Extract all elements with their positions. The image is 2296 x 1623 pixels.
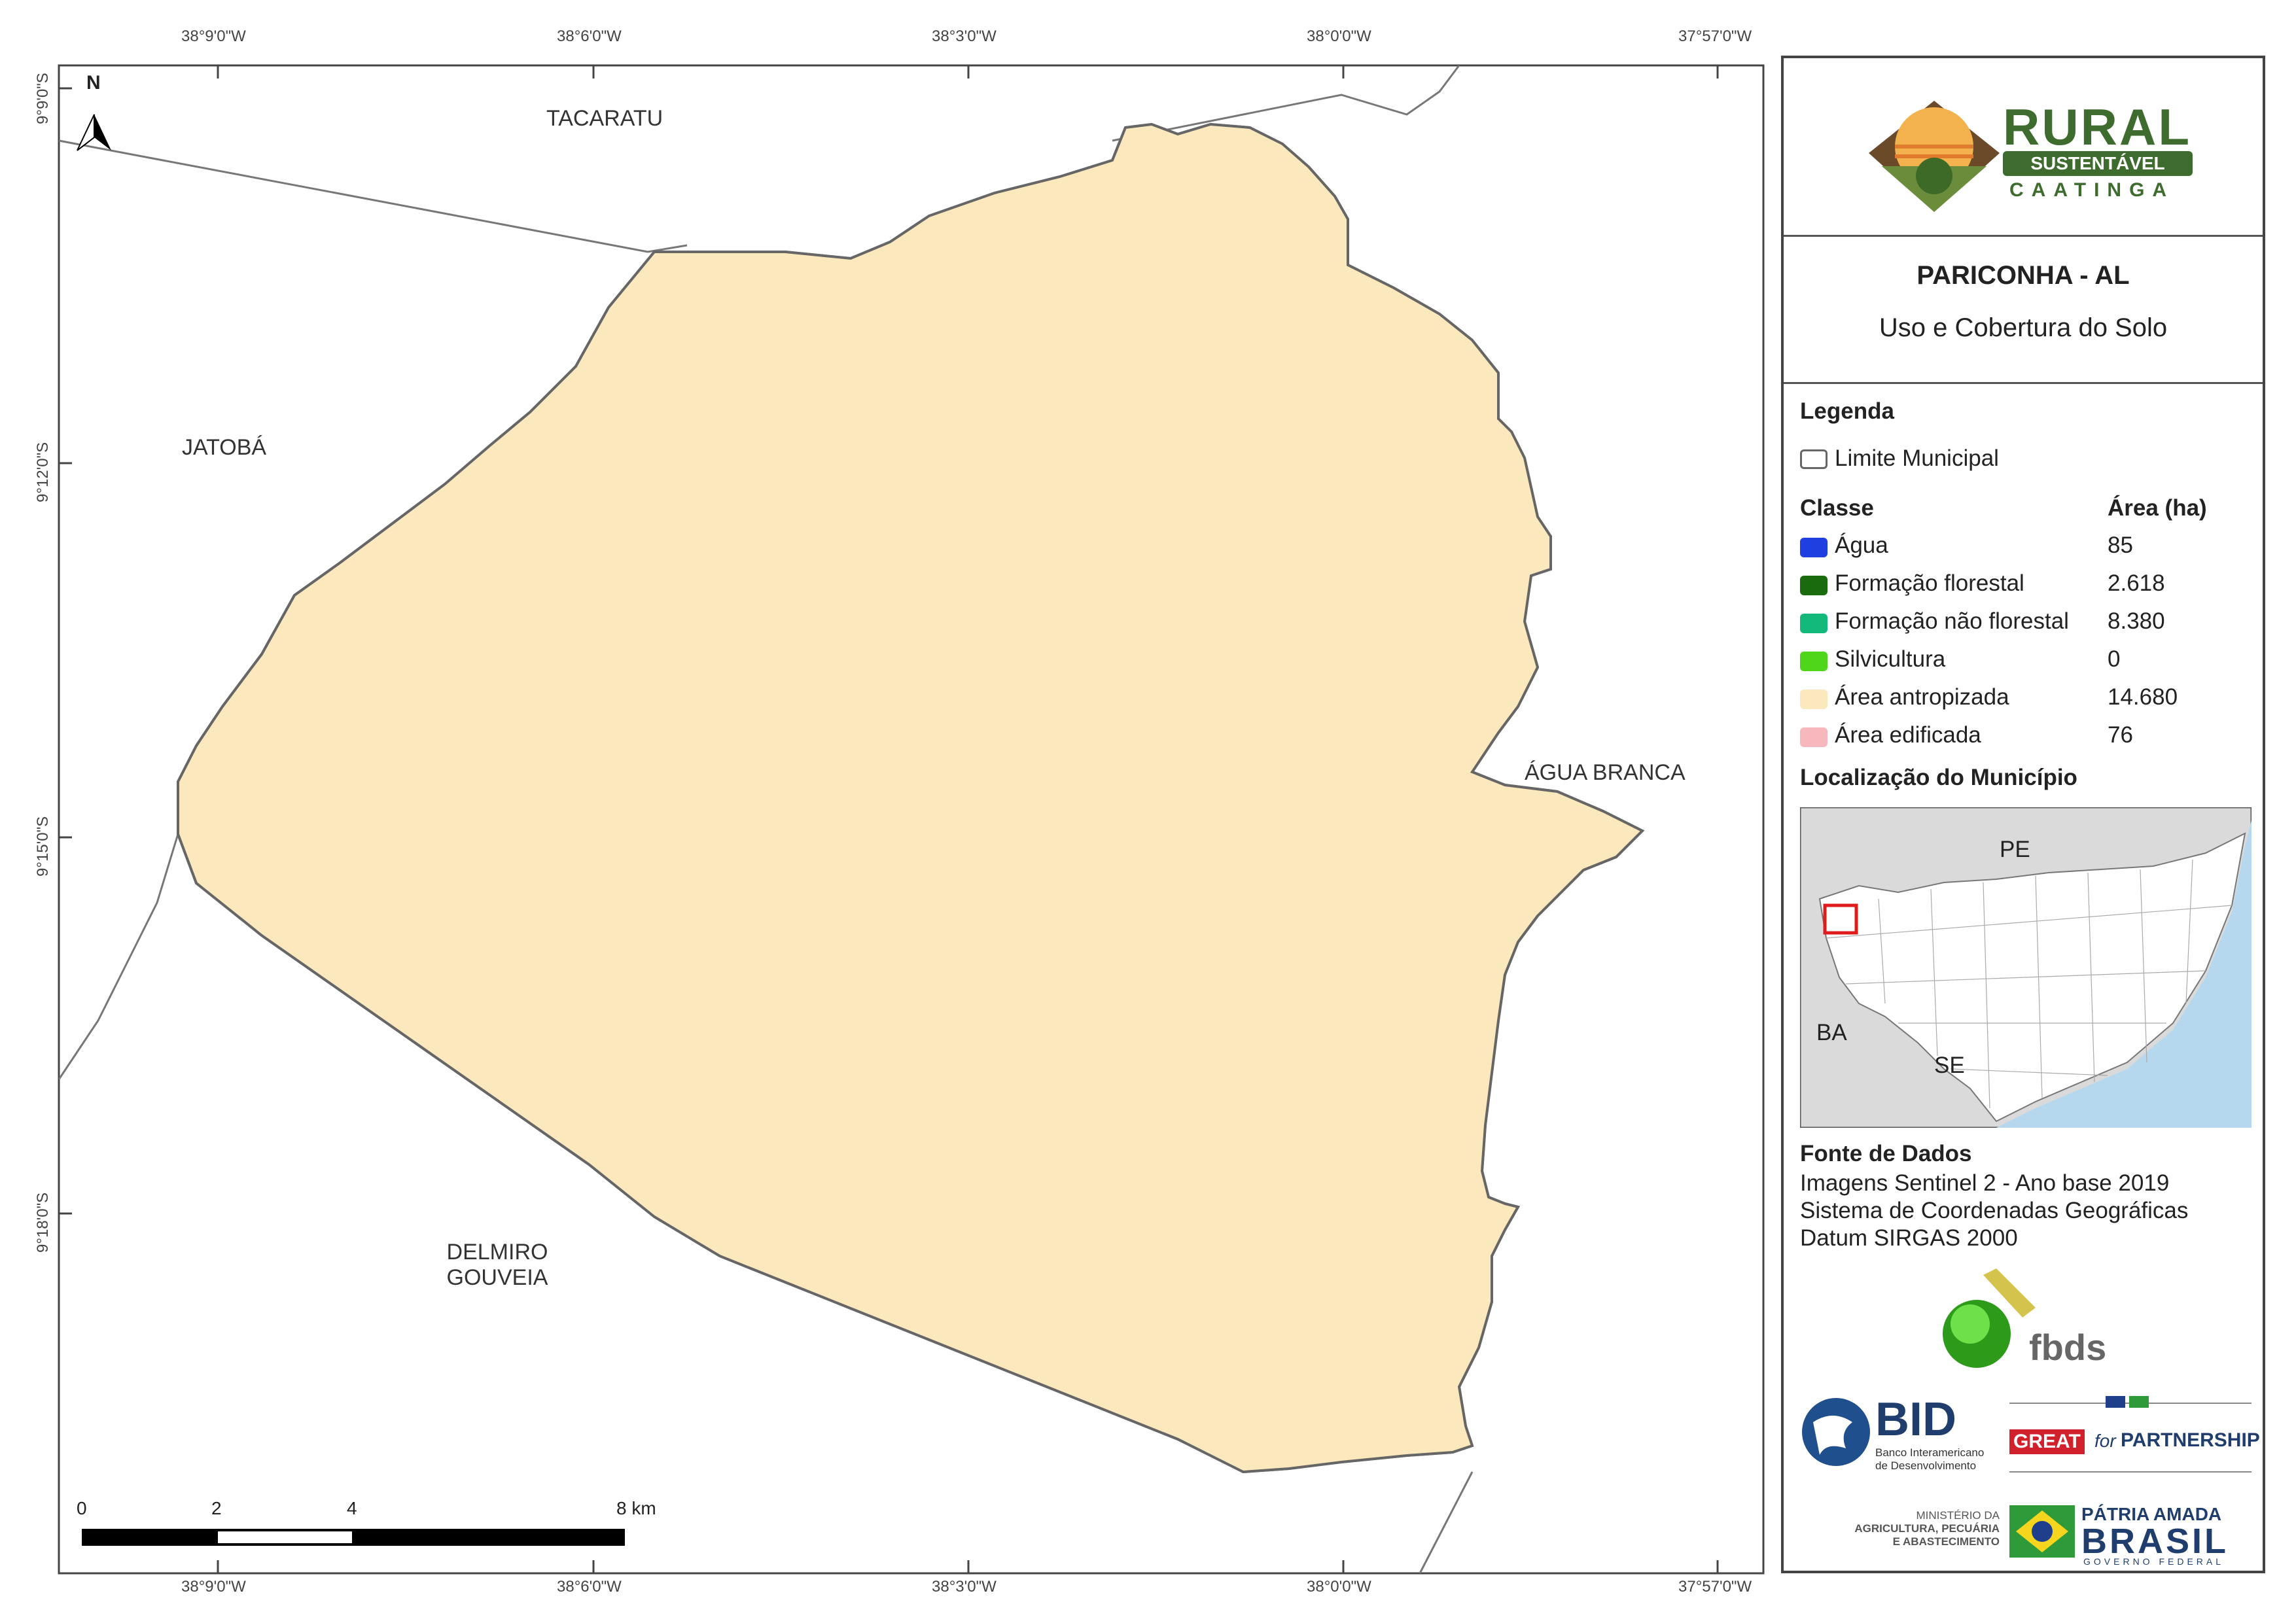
legend-heading: Legenda — [1800, 398, 1894, 424]
scale-label-8: 8 km — [616, 1498, 656, 1518]
coord-left-2: 9°12'0"S — [34, 442, 52, 502]
brasil-flag-logo-icon — [2009, 1505, 2075, 1558]
logo-caatinga-text: CAATINGA — [2009, 179, 2175, 201]
map-subtitle: Uso e Cobertura do Solo — [1879, 313, 2168, 342]
coord-bottom-2: 38°6'0"W — [557, 1578, 622, 1596]
legend-swatch — [1800, 614, 1828, 633]
place-agua-branca: ÁGUA BRANCA — [1525, 760, 1686, 785]
coord-bottom-5: 37°57'0"W — [1678, 1578, 1752, 1596]
partnership-text: PARTNERSHIP — [2121, 1429, 2260, 1451]
coord-left-3: 9°15'0"S — [34, 816, 52, 877]
ocean-area — [1996, 820, 2252, 1128]
location-heading: Localização do Município — [1800, 765, 2077, 790]
inset-label-ba: BA — [1816, 1020, 1847, 1045]
scale-label-2: 2 — [211, 1498, 222, 1518]
coord-top-3: 38°3'0"W — [932, 27, 997, 45]
place-tacaratu: TACARATU — [546, 106, 663, 131]
source-line-1: Imagens Sentinel 2 - Ano base 2019 — [1800, 1170, 2170, 1196]
municipality-locator-box — [1823, 903, 1858, 935]
legend-swatch — [1800, 576, 1828, 595]
source-line-3: Datum SIRGAS 2000 — [1800, 1225, 2018, 1251]
ministry-line-3: E ABASTECIMENTO — [1892, 1535, 2000, 1548]
legend-class-name: Silvicultura — [1835, 646, 1946, 672]
class-header: Classe — [1800, 495, 1874, 521]
legend-panel: RURAL SUSTENTÁVEL CAATINGA PARICONHA - A… — [1781, 56, 2265, 1573]
limit-swatch — [1800, 449, 1828, 469]
place-delmiro-line2: GOUVEIA — [446, 1265, 548, 1290]
fbds-logo-icon — [1943, 1268, 2036, 1368]
neighbour-boundaries — [59, 65, 1474, 1573]
legend-class-name: Água — [1835, 532, 1888, 558]
legend-class-area: 85 — [2108, 532, 2133, 558]
fbds-text: fbds — [2029, 1327, 2107, 1368]
coord-left-1: 9°9'0"S — [34, 73, 52, 124]
map-canvas — [58, 64, 1765, 1575]
legend-swatch — [1800, 727, 1828, 747]
divider — [1784, 382, 2263, 384]
coord-bottom-4: 38°0'0"W — [1307, 1578, 1371, 1596]
north-label: N — [86, 72, 101, 94]
scale-label-4: 4 — [347, 1498, 357, 1518]
source-line-2: Sistema de Coordenadas Geográficas — [1800, 1198, 2189, 1223]
limit-label: Limite Municipal — [1835, 445, 1999, 471]
brazil-flag-icon — [2129, 1396, 2149, 1408]
legend-swatch — [1800, 652, 1828, 671]
brasil-text: BRASIL — [2081, 1522, 2229, 1561]
scale-bar — [82, 1529, 625, 1546]
place-delmiro-gouveia: DELMIRO GOUVEIA — [432, 1240, 563, 1291]
ministry-line-1: MINISTÉRIO DA — [1916, 1509, 2000, 1522]
coord-bottom-1: 38°9'0"W — [181, 1578, 246, 1596]
legend-class-name: Formação florestal — [1835, 570, 2024, 596]
legend-class-area: 2.618 — [2108, 570, 2165, 596]
coord-top-1: 38°9'0"W — [181, 27, 246, 45]
ministry-line-2: AGRICULTURA, PECUÁRIA — [1854, 1522, 2000, 1535]
bid-sub-1: Banco Interamericano — [1875, 1446, 1985, 1459]
legend-class-name: Área antropizada — [1835, 684, 2009, 710]
patria-text: PÁTRIA AMADA — [2081, 1504, 2222, 1524]
inset-label-pe: PE — [2000, 837, 2030, 862]
legend-class-area: 8.380 — [2108, 608, 2165, 634]
divider — [1784, 235, 2263, 237]
bid-logo-icon — [1802, 1398, 1870, 1466]
logo-rural-text: RURAL — [2003, 98, 2191, 156]
sources-heading: Fonte de Dados — [1800, 1141, 1972, 1166]
great-text: GREAT — [2009, 1429, 2085, 1454]
coord-top-2: 38°6'0"W — [557, 27, 622, 45]
place-jatoba: JATOBÁ — [182, 435, 267, 460]
logo-sustentavel-text: SUSTENTÁVEL — [2003, 151, 2193, 176]
scale-label-0: 0 — [77, 1498, 87, 1518]
inset-label-se: SE — [1934, 1053, 1965, 1078]
great-line-bottom — [2009, 1471, 2252, 1473]
coord-bottom-3: 38°3'0"W — [932, 1578, 997, 1596]
coord-left-4: 9°18'0"S — [34, 1192, 52, 1253]
north-arrow-icon — [77, 114, 111, 151]
location-inset-map — [1800, 807, 2252, 1128]
legend-class-name: Área edificada — [1835, 722, 1981, 748]
uk-flag-icon — [2106, 1396, 2125, 1408]
area-header: Área (ha) — [2108, 495, 2207, 521]
legend-class-area: 0 — [2108, 646, 2121, 672]
place-delmiro-line1: DELMIRO — [446, 1240, 548, 1265]
legend-class-area: 14.680 — [2108, 684, 2178, 710]
legend-class-name: Formação não florestal — [1835, 608, 2069, 634]
legend-swatch — [1800, 689, 1828, 709]
legend-class-area: 76 — [2108, 722, 2133, 748]
coord-top-4: 38°0'0"W — [1307, 27, 1371, 45]
bid-sub-2: de Desenvolvimento — [1875, 1459, 1977, 1472]
legend-swatch — [1800, 538, 1828, 557]
map-title: PARICONHA - AL — [1916, 261, 2130, 290]
rural-sustentavel-logo — [1869, 101, 2000, 212]
great-for-text: for — [2094, 1431, 2116, 1451]
frame-ticks — [59, 65, 1719, 1573]
gov-text: GOVERNO FEDERAL — [2083, 1556, 2225, 1567]
bid-text: BID — [1875, 1393, 1956, 1446]
coord-top-5: 37°57'0"W — [1678, 27, 1752, 45]
